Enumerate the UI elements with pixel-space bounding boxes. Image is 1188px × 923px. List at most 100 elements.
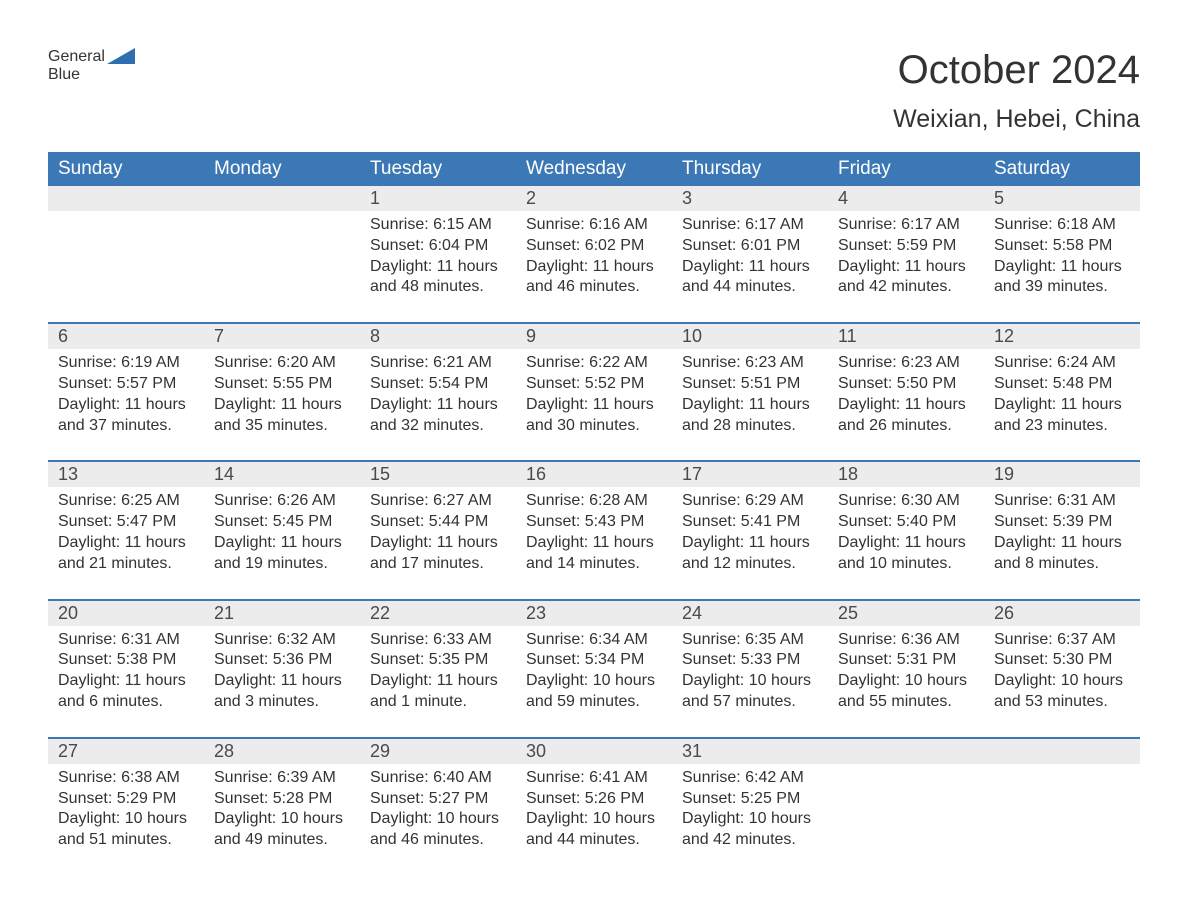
daylight-text: and 21 minutes. [58,554,194,575]
daylight-text: Daylight: 11 hours [682,533,818,554]
day-header: Wednesday [516,152,672,186]
sunset-text: Sunset: 5:45 PM [214,512,350,533]
sunrise-text: Sunrise: 6:41 AM [526,768,662,789]
day-number-row: 2728293031 [48,739,1140,764]
sunrise-text: Sunrise: 6:37 AM [994,630,1130,651]
sunrise-text: Sunrise: 6:32 AM [214,630,350,651]
daylight-text: and 10 minutes. [838,554,974,575]
day-header-row: Sunday Monday Tuesday Wednesday Thursday… [48,152,1140,186]
sunset-text: Sunset: 5:59 PM [838,236,974,257]
day-number-cell: 11 [828,324,984,349]
day-content-cell: Sunrise: 6:16 AMSunset: 6:02 PMDaylight:… [516,211,672,323]
day-number-cell: 23 [516,601,672,626]
day-header: Saturday [984,152,1140,186]
day-content-cell: Sunrise: 6:32 AMSunset: 5:36 PMDaylight:… [204,626,360,738]
sunrise-text: Sunrise: 6:31 AM [994,491,1130,512]
day-content-cell [204,211,360,323]
day-content-cell: Sunrise: 6:39 AMSunset: 5:28 PMDaylight:… [204,764,360,875]
day-content-cell: Sunrise: 6:40 AMSunset: 5:27 PMDaylight:… [360,764,516,875]
sunset-text: Sunset: 5:36 PM [214,650,350,671]
day-number-cell: 30 [516,739,672,764]
day-number-cell: 7 [204,324,360,349]
daylight-text: and 14 minutes. [526,554,662,575]
day-number-cell: 9 [516,324,672,349]
daylight-text: and 53 minutes. [994,692,1130,713]
daylight-text: Daylight: 11 hours [526,257,662,278]
day-header: Monday [204,152,360,186]
sunset-text: Sunset: 5:44 PM [370,512,506,533]
daylight-text: and 48 minutes. [370,277,506,298]
sunset-text: Sunset: 5:41 PM [682,512,818,533]
sunrise-text: Sunrise: 6:38 AM [58,768,194,789]
daylight-text: Daylight: 10 hours [526,809,662,830]
daylight-text: Daylight: 11 hours [526,395,662,416]
sunset-text: Sunset: 5:30 PM [994,650,1130,671]
day-content-cell: Sunrise: 6:27 AMSunset: 5:44 PMDaylight:… [360,487,516,599]
daylight-text: and 55 minutes. [838,692,974,713]
day-number-cell: 27 [48,739,204,764]
daylight-text: Daylight: 10 hours [994,671,1130,692]
day-number-cell: 29 [360,739,516,764]
day-content-cell: Sunrise: 6:23 AMSunset: 5:50 PMDaylight:… [828,349,984,461]
daylight-text: and 19 minutes. [214,554,350,575]
day-content-cell: Sunrise: 6:20 AMSunset: 5:55 PMDaylight:… [204,349,360,461]
day-content-cell [828,764,984,875]
logo-flag-icon [107,48,135,64]
daylight-text: and 26 minutes. [838,416,974,437]
day-number-cell: 24 [672,601,828,626]
daylight-text: and 37 minutes. [58,416,194,437]
sunrise-text: Sunrise: 6:26 AM [214,491,350,512]
sunrise-text: Sunrise: 6:18 AM [994,215,1130,236]
daylight-text: Daylight: 11 hours [214,395,350,416]
daylight-text: and 6 minutes. [58,692,194,713]
day-number-cell: 2 [516,186,672,211]
day-number-cell: 22 [360,601,516,626]
daylight-text: Daylight: 10 hours [214,809,350,830]
daylight-text: Daylight: 11 hours [214,533,350,554]
daylight-text: Daylight: 11 hours [682,257,818,278]
day-number-cell: 16 [516,462,672,487]
day-content-cell: Sunrise: 6:34 AMSunset: 5:34 PMDaylight:… [516,626,672,738]
sunset-text: Sunset: 5:38 PM [58,650,194,671]
header: General Blue October 2024 Weixian, Hebei… [48,48,1140,134]
day-content-cell: Sunrise: 6:24 AMSunset: 5:48 PMDaylight:… [984,349,1140,461]
day-number-cell: 1 [360,186,516,211]
day-number-cell [204,186,360,211]
sunset-text: Sunset: 6:02 PM [526,236,662,257]
day-number-cell: 18 [828,462,984,487]
day-header: Sunday [48,152,204,186]
sunrise-text: Sunrise: 6:15 AM [370,215,506,236]
day-number-cell: 3 [672,186,828,211]
sunrise-text: Sunrise: 6:17 AM [838,215,974,236]
sunrise-text: Sunrise: 6:27 AM [370,491,506,512]
daylight-text: and 59 minutes. [526,692,662,713]
sunset-text: Sunset: 6:04 PM [370,236,506,257]
sunrise-text: Sunrise: 6:31 AM [58,630,194,651]
day-content-cell [48,211,204,323]
sunrise-text: Sunrise: 6:19 AM [58,353,194,374]
daylight-text: and 39 minutes. [994,277,1130,298]
day-content-cell: Sunrise: 6:42 AMSunset: 5:25 PMDaylight:… [672,764,828,875]
day-content-cell: Sunrise: 6:31 AMSunset: 5:39 PMDaylight:… [984,487,1140,599]
sunset-text: Sunset: 5:43 PM [526,512,662,533]
sunset-text: Sunset: 5:27 PM [370,789,506,810]
sunrise-text: Sunrise: 6:20 AM [214,353,350,374]
sunset-text: Sunset: 5:31 PM [838,650,974,671]
daylight-text: Daylight: 10 hours [526,671,662,692]
daylight-text: and 46 minutes. [526,277,662,298]
day-number-row: 20212223242526 [48,601,1140,626]
day-number-cell [48,186,204,211]
daylight-text: and 17 minutes. [370,554,506,575]
sunrise-text: Sunrise: 6:22 AM [526,353,662,374]
sunset-text: Sunset: 5:52 PM [526,374,662,395]
day-content-row: Sunrise: 6:25 AMSunset: 5:47 PMDaylight:… [48,487,1140,599]
daylight-text: Daylight: 11 hours [526,533,662,554]
daylight-text: Daylight: 11 hours [994,257,1130,278]
sunset-text: Sunset: 5:33 PM [682,650,818,671]
sunrise-text: Sunrise: 6:16 AM [526,215,662,236]
sunrise-text: Sunrise: 6:29 AM [682,491,818,512]
sunrise-text: Sunrise: 6:25 AM [58,491,194,512]
day-content-cell: Sunrise: 6:41 AMSunset: 5:26 PMDaylight:… [516,764,672,875]
daylight-text: Daylight: 11 hours [58,671,194,692]
day-content-cell: Sunrise: 6:37 AMSunset: 5:30 PMDaylight:… [984,626,1140,738]
